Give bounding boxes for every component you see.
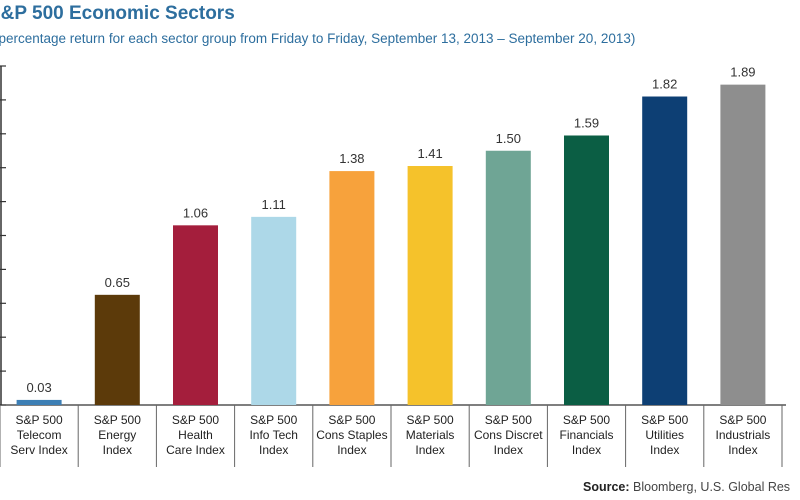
x-tick-label: Materials xyxy=(406,428,455,442)
bar xyxy=(251,216,297,405)
bar xyxy=(173,225,218,405)
x-tick-label: S&P 500 xyxy=(641,413,688,427)
x-tick-label: S&P 500 xyxy=(94,413,141,427)
source-note: Source: Bloomberg, U.S. Global Res xyxy=(583,480,790,494)
data-label: 1.89 xyxy=(730,65,755,80)
x-tick-label: Energy xyxy=(98,428,136,442)
x-tick-label: Index xyxy=(494,443,523,457)
x-tick-label: Index xyxy=(337,443,366,457)
bar xyxy=(720,84,766,406)
source-text: Bloomberg, U.S. Global Res xyxy=(633,480,791,494)
x-tick-label: Index xyxy=(103,443,132,457)
x-tick-label: S&P 500 xyxy=(719,413,766,427)
data-label: 1.50 xyxy=(496,131,521,146)
bar xyxy=(16,399,62,405)
chart-subtitle: (percentage return for each sector group… xyxy=(0,31,636,46)
x-tick-label: Utilities xyxy=(645,428,684,442)
data-label: 1.06 xyxy=(183,205,208,220)
data-label: 1.82 xyxy=(652,77,677,92)
x-tick-label: Index xyxy=(728,443,757,457)
bar xyxy=(94,294,140,405)
x-tick-label: Financials xyxy=(559,428,613,442)
x-tick-label: S&P 500 xyxy=(250,413,297,427)
bar xyxy=(329,171,375,405)
data-label: 1.11 xyxy=(262,197,286,212)
x-tick-label: Telecom xyxy=(17,428,62,442)
x-tick-label: S&P 500 xyxy=(485,413,532,427)
x-tick-label: Care Index xyxy=(166,443,225,457)
x-tick-label: Index xyxy=(650,443,679,457)
data-label: 1.59 xyxy=(574,115,599,130)
x-tick-label: Info Tech xyxy=(249,428,297,442)
x-tick-label: Cons Discret xyxy=(474,428,543,442)
data-label: 0.03 xyxy=(26,380,51,395)
data-label: 1.38 xyxy=(339,151,364,166)
x-tick-label: Health xyxy=(178,428,213,442)
bar xyxy=(407,166,453,405)
bar xyxy=(564,135,609,405)
x-tick-label: Serv Index xyxy=(10,443,67,457)
data-label: 0.65 xyxy=(105,275,130,290)
bar xyxy=(642,96,688,405)
x-tick-label: Index xyxy=(572,443,601,457)
x-tick-label: Industrials xyxy=(716,428,771,442)
data-label: 1.41 xyxy=(417,146,442,161)
x-tick-label: Cons Staples xyxy=(316,428,387,442)
chart-title: S&P 500 Economic Sectors xyxy=(0,3,235,24)
x-tick-label: Index xyxy=(415,443,444,457)
x-tick-label: S&P 500 xyxy=(172,413,219,427)
x-tick-label: S&P 500 xyxy=(16,413,63,427)
bar xyxy=(485,150,531,405)
x-tick-label: S&P 500 xyxy=(407,413,454,427)
x-tick-label: S&P 500 xyxy=(563,413,610,427)
x-tick-label: Index xyxy=(259,443,288,457)
source-label: Source: xyxy=(583,480,630,494)
x-tick-label: S&P 500 xyxy=(328,413,375,427)
